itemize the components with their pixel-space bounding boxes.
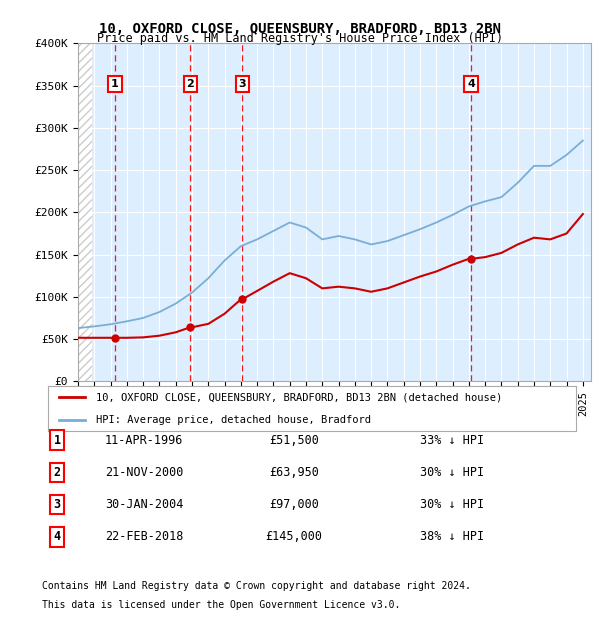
Text: £145,000: £145,000 xyxy=(265,531,323,543)
Text: HPI: Average price, detached house, Bradford: HPI: Average price, detached house, Brad… xyxy=(95,415,371,425)
Text: 4: 4 xyxy=(467,79,475,89)
Text: 10, OXFORD CLOSE, QUEENSBURY, BRADFORD, BD13 2BN: 10, OXFORD CLOSE, QUEENSBURY, BRADFORD, … xyxy=(99,22,501,36)
Text: 10, OXFORD CLOSE, QUEENSBURY, BRADFORD, BD13 2BN (detached house): 10, OXFORD CLOSE, QUEENSBURY, BRADFORD, … xyxy=(95,392,502,402)
Text: £97,000: £97,000 xyxy=(269,498,319,511)
Text: 11-APR-1996: 11-APR-1996 xyxy=(105,434,184,446)
Text: 30% ↓ HPI: 30% ↓ HPI xyxy=(420,498,484,511)
Text: Contains HM Land Registry data © Crown copyright and database right 2024.: Contains HM Land Registry data © Crown c… xyxy=(42,581,471,591)
Text: £63,950: £63,950 xyxy=(269,466,319,479)
Text: Price paid vs. HM Land Registry's House Price Index (HPI): Price paid vs. HM Land Registry's House … xyxy=(97,32,503,45)
Text: 21-NOV-2000: 21-NOV-2000 xyxy=(105,466,184,479)
Text: 2: 2 xyxy=(187,79,194,89)
Text: 30% ↓ HPI: 30% ↓ HPI xyxy=(420,466,484,479)
Text: 3: 3 xyxy=(238,79,246,89)
Text: This data is licensed under the Open Government Licence v3.0.: This data is licensed under the Open Gov… xyxy=(42,600,400,609)
Text: 30-JAN-2004: 30-JAN-2004 xyxy=(105,498,184,511)
Text: 38% ↓ HPI: 38% ↓ HPI xyxy=(420,531,484,543)
Text: 1: 1 xyxy=(111,79,119,89)
Text: 2: 2 xyxy=(53,466,61,479)
Bar xyxy=(78,43,92,381)
Text: 33% ↓ HPI: 33% ↓ HPI xyxy=(420,434,484,446)
Text: 1: 1 xyxy=(53,434,61,446)
Text: 3: 3 xyxy=(53,498,61,511)
Text: 4: 4 xyxy=(53,531,61,543)
Text: £51,500: £51,500 xyxy=(269,434,319,446)
Text: 22-FEB-2018: 22-FEB-2018 xyxy=(105,531,184,543)
